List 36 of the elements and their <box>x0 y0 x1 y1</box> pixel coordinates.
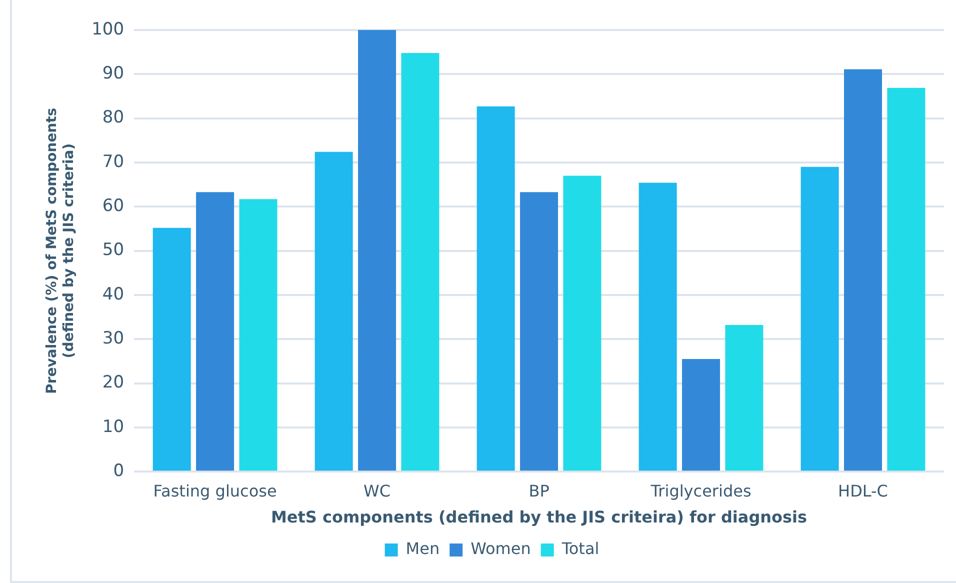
bar <box>152 228 191 471</box>
y-tick-label: 80 <box>102 108 124 128</box>
legend-label: Men <box>406 539 440 558</box>
y-tick-label: 10 <box>102 416 124 437</box>
x-tick-label: Triglycerides <box>650 481 752 500</box>
y-axis-title: Prevalence (%) of MetS components (defined by the JIS criteria) <box>44 108 77 394</box>
bar <box>887 88 926 471</box>
bar <box>800 166 839 471</box>
y-tick-label: 90 <box>102 64 124 84</box>
y-tick-label: 40 <box>102 284 124 304</box>
x-tick-label: Fasting glucose <box>153 481 277 500</box>
bar <box>563 176 602 471</box>
bar <box>520 192 558 471</box>
bar <box>358 30 396 471</box>
x-tick-label: BP <box>528 481 550 500</box>
x-tick-label: HDL-C <box>838 481 888 500</box>
x-tick-label: WC <box>364 481 391 500</box>
y-tick-label: 30 <box>102 328 124 349</box>
bar <box>638 182 677 471</box>
y-tick-label: 50 <box>102 240 124 260</box>
x-axis-title: MetS components (defined by the JIS criteira) for diagnosis <box>270 508 808 527</box>
bar <box>314 152 353 471</box>
bar <box>401 52 440 471</box>
legend-label: Women <box>470 539 531 558</box>
bar <box>239 199 278 471</box>
y-tick-label: 20 <box>102 372 124 393</box>
y-tick-label: 70 <box>102 152 124 172</box>
y-tick-label: 60 <box>102 196 124 216</box>
bar <box>682 358 720 471</box>
bar <box>476 106 515 471</box>
y-tick-label: 0 <box>113 461 124 482</box>
bar <box>196 192 234 471</box>
bar <box>844 69 882 471</box>
y-tick-label: 100 <box>92 19 124 40</box>
legend-label: Total <box>560 539 600 558</box>
bar <box>725 324 764 471</box>
